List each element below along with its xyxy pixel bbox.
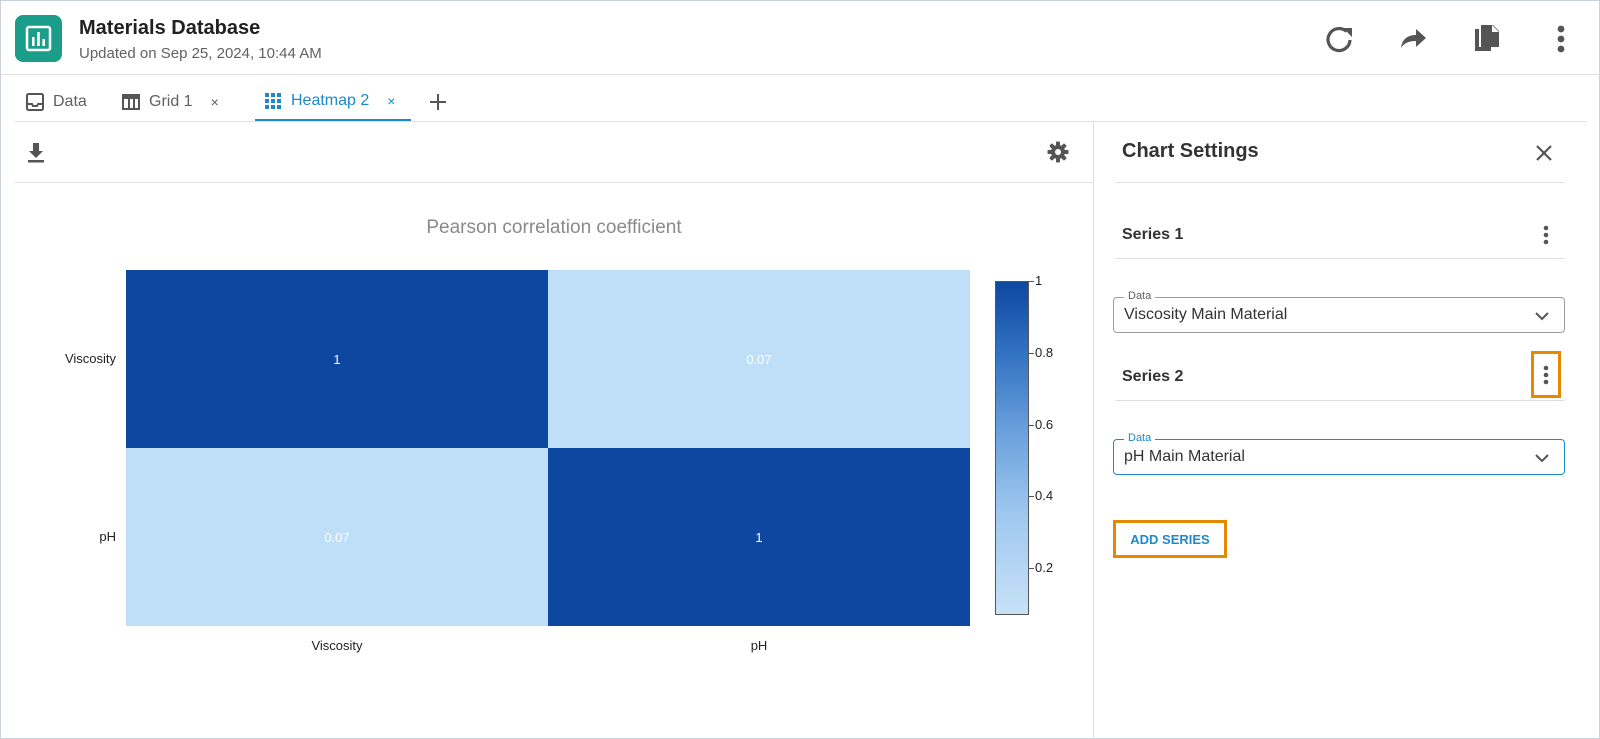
- colorbar-tick-mark: [1029, 352, 1034, 354]
- colorbar-tick-mark: [1029, 496, 1034, 498]
- download-icon[interactable]: [23, 139, 49, 165]
- chevron-down-icon: [1535, 312, 1549, 321]
- divider: [1115, 258, 1565, 259]
- field-label: Data: [1124, 432, 1156, 444]
- selected-value: pH Main Material: [1124, 448, 1245, 465]
- last-updated-text: Updated on Sep 25, 2024, 10:44 AM: [79, 45, 322, 62]
- close-tab-icon[interactable]: ×: [210, 94, 219, 110]
- app-header: Materials Database Updated on Sep 25, 20…: [1, 1, 1600, 75]
- divider: [1115, 182, 1565, 183]
- y-axis-label: pH: [99, 529, 116, 544]
- colorbar-tick-label: 0.8: [1035, 344, 1054, 360]
- add-series-button[interactable]: ADD SERIES: [1113, 520, 1227, 558]
- close-icon[interactable]: [1531, 140, 1557, 166]
- color-scale-bar: [995, 281, 1029, 615]
- chart-title: Pearson correlation coefficient: [426, 217, 682, 238]
- tab-data[interactable]: Data: [25, 83, 87, 121]
- colorbar-tick-label: 0.6: [1035, 416, 1054, 432]
- y-axis-label: Viscosity: [64, 351, 116, 366]
- heatmap-cell[interactable]: 1: [126, 270, 548, 448]
- add-tab-icon[interactable]: [425, 89, 451, 115]
- chevron-down-icon: [1535, 454, 1549, 463]
- more-vert-icon[interactable]: [1541, 19, 1581, 59]
- heatmap-cell[interactable]: 0.07: [548, 270, 970, 448]
- colorbar-tick-label: 1: [1035, 273, 1043, 288]
- colorbar-tick-mark: [1029, 281, 1034, 282]
- series-1-more-vert-icon[interactable]: [1534, 220, 1558, 250]
- x-axis-label: pH: [750, 638, 768, 653]
- tab-grid-1[interactable]: Grid 1 ×: [121, 83, 219, 121]
- colorbar-tick-label: 0.4: [1035, 488, 1054, 504]
- series-2-data-select[interactable]: Data pH Main Material: [1113, 432, 1565, 475]
- selected-value: Viscosity Main Material: [1124, 306, 1288, 323]
- share-icon[interactable]: [1393, 19, 1433, 59]
- series-1-data-select[interactable]: Data Viscosity Main Material: [1113, 290, 1565, 333]
- panel-divider: [1093, 122, 1094, 739]
- heatmap-icon: [265, 93, 281, 109]
- tab-bar: Data Grid 1 × Heatmap 2 ×: [15, 83, 1587, 122]
- series-2-more-vert-icon[interactable]: [1531, 351, 1561, 398]
- divider: [1115, 400, 1565, 401]
- heatmap-cell[interactable]: 0.07: [126, 448, 548, 626]
- heatmap-cell[interactable]: 1: [548, 448, 970, 626]
- field-label: Data: [1124, 290, 1156, 302]
- colorbar-tick-label: 0.2: [1035, 560, 1054, 576]
- inbox-icon: [26, 93, 44, 111]
- series-2-label: Series 2: [1122, 368, 1184, 385]
- tab-heatmap-2[interactable]: Heatmap 2 ×: [255, 83, 411, 121]
- tab-label: Data: [53, 93, 87, 110]
- colorbar-tick-mark: [1029, 568, 1034, 570]
- chart-settings-title: Chart Settings: [1122, 140, 1259, 162]
- app-logo-icon: [15, 15, 62, 62]
- gear-icon[interactable]: [1045, 139, 1071, 165]
- tab-label: Heatmap 2: [291, 92, 370, 109]
- table-icon: [122, 94, 140, 110]
- copy-icon[interactable]: [1467, 19, 1507, 59]
- chart-toolbar: [15, 123, 1093, 183]
- close-tab-icon[interactable]: ×: [387, 93, 396, 109]
- series-1-label: Series 1: [1122, 226, 1184, 243]
- app-title: Materials Database: [79, 17, 261, 39]
- colorbar-tick-mark: [1029, 424, 1034, 426]
- tab-label: Grid 1: [149, 93, 193, 110]
- refresh-icon[interactable]: [1319, 19, 1359, 59]
- x-axis-label: Viscosity: [311, 638, 363, 653]
